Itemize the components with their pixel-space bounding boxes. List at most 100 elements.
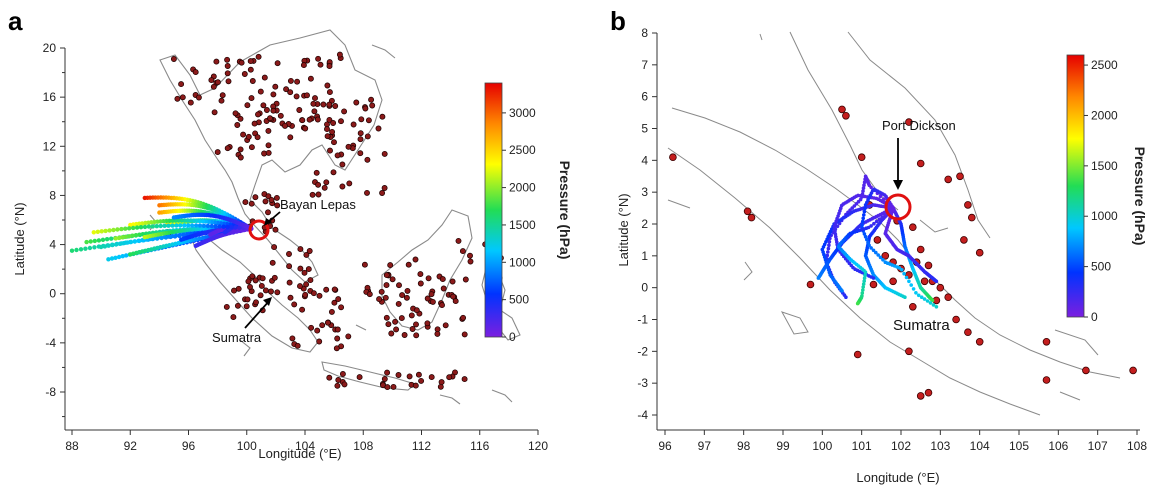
y-tick-label: 7 bbox=[641, 58, 648, 72]
trajectory-point bbox=[186, 223, 191, 228]
trajectory-point bbox=[863, 270, 868, 275]
site-marker bbox=[406, 373, 413, 380]
site-marker bbox=[952, 315, 960, 324]
panel-b-coastlines bbox=[667, 31, 1121, 416]
trajectory-point bbox=[91, 230, 97, 235]
site-marker bbox=[307, 75, 314, 82]
site-marker bbox=[304, 92, 310, 99]
trajectory-point bbox=[827, 240, 832, 244]
site-marker bbox=[379, 113, 386, 120]
site-marker bbox=[272, 226, 279, 233]
site-marker bbox=[334, 326, 341, 333]
trajectory-point bbox=[127, 234, 132, 239]
site-marker bbox=[395, 372, 402, 378]
trajectory-point bbox=[835, 224, 840, 229]
site-marker bbox=[324, 82, 331, 89]
site-marker bbox=[916, 245, 925, 254]
trajectory-point bbox=[217, 224, 222, 229]
x-tick-label: 100 bbox=[812, 439, 832, 453]
panel-b-arrowhead-port-dickson bbox=[893, 180, 903, 190]
site-marker bbox=[224, 70, 231, 77]
panel-a-label-bayan-lepas: Bayan Lepas bbox=[280, 197, 356, 212]
trajectory-point bbox=[881, 258, 885, 262]
site-marker bbox=[274, 60, 281, 67]
trajectory-point bbox=[92, 238, 98, 244]
site-marker bbox=[245, 133, 252, 140]
site-marker bbox=[409, 326, 416, 332]
coast-island-2 bbox=[239, 339, 251, 357]
site-marker bbox=[428, 291, 435, 298]
panel-b-y-ticks: 8 7 6 5 4 3 2 1 0 -1 -2 -3 -4 bbox=[637, 26, 657, 422]
trajectory-point bbox=[928, 301, 933, 305]
site-marker bbox=[842, 112, 850, 120]
site-marker bbox=[356, 374, 363, 381]
panel-a-trajectories bbox=[69, 195, 254, 262]
site-marker bbox=[299, 306, 306, 313]
site-marker bbox=[249, 273, 256, 280]
trajectory-point bbox=[189, 223, 195, 228]
site-marker bbox=[331, 139, 337, 146]
site-marker bbox=[331, 286, 338, 293]
site-marker bbox=[916, 159, 925, 168]
trajectory-point bbox=[208, 232, 213, 237]
trajectory-point bbox=[124, 253, 129, 258]
trajectory-point bbox=[907, 279, 911, 284]
site-marker bbox=[338, 118, 344, 125]
trajectory-point bbox=[863, 206, 867, 210]
site-marker bbox=[187, 99, 194, 106]
site-marker bbox=[257, 292, 264, 299]
site-marker bbox=[178, 81, 185, 88]
panel-a: a 88 92 96 1 bbox=[8, 6, 573, 461]
site-marker bbox=[425, 275, 432, 282]
site-marker bbox=[255, 111, 261, 118]
panel-a-coastlines bbox=[149, 29, 521, 405]
site-marker bbox=[305, 266, 312, 273]
trajectory-point bbox=[113, 255, 118, 260]
trajectory-point bbox=[863, 177, 867, 181]
trajectory-point bbox=[871, 276, 876, 280]
site-marker bbox=[286, 263, 293, 270]
site-marker bbox=[452, 298, 459, 305]
site-marker bbox=[272, 83, 279, 90]
y-tick-label: 8 bbox=[49, 188, 56, 202]
site-marker bbox=[326, 116, 333, 123]
site-marker bbox=[230, 314, 237, 321]
site-marker bbox=[326, 374, 333, 381]
trajectory-point bbox=[201, 223, 207, 228]
site-marker bbox=[424, 320, 431, 327]
coast-b-sumatra-west bbox=[667, 147, 1041, 416]
trajectory-point bbox=[96, 238, 102, 243]
panel-b: b 96 97 98 99 100 101 102 103 104 105 106 107 108 87… bbox=[610, 6, 1148, 485]
site-marker bbox=[944, 293, 952, 302]
site-marker bbox=[461, 376, 468, 383]
site-marker bbox=[338, 304, 345, 311]
site-marker bbox=[364, 189, 370, 196]
x-tick-label: 92 bbox=[124, 439, 138, 453]
x-tick-label: 88 bbox=[65, 439, 79, 453]
site-marker bbox=[853, 350, 862, 359]
trajectory-point bbox=[221, 224, 226, 229]
site-marker bbox=[424, 295, 431, 302]
trajectory-point bbox=[904, 275, 909, 280]
coast-b-island-2 bbox=[667, 199, 691, 209]
site-marker bbox=[383, 272, 390, 279]
trajectory-point bbox=[840, 289, 844, 293]
x-tick-label: 106 bbox=[1048, 439, 1068, 453]
trajectory-point bbox=[185, 218, 190, 223]
trajectory-point bbox=[867, 243, 871, 248]
site-marker bbox=[243, 303, 250, 310]
trajectory-point bbox=[922, 297, 927, 301]
trajectory-point bbox=[119, 226, 124, 232]
trajectory-point bbox=[872, 221, 876, 226]
site-marker bbox=[289, 335, 296, 342]
x-tick-label: 103 bbox=[930, 439, 950, 453]
trajectory-point bbox=[193, 223, 199, 228]
site-marker bbox=[438, 379, 445, 386]
site-marker bbox=[300, 62, 307, 69]
site-marker bbox=[315, 191, 322, 198]
trajectory-point bbox=[860, 291, 865, 295]
coast-b-island-1 bbox=[780, 311, 809, 335]
colorbar-tick-label: 500 bbox=[1091, 260, 1111, 274]
colorbar-tick-label: 0 bbox=[509, 330, 516, 344]
